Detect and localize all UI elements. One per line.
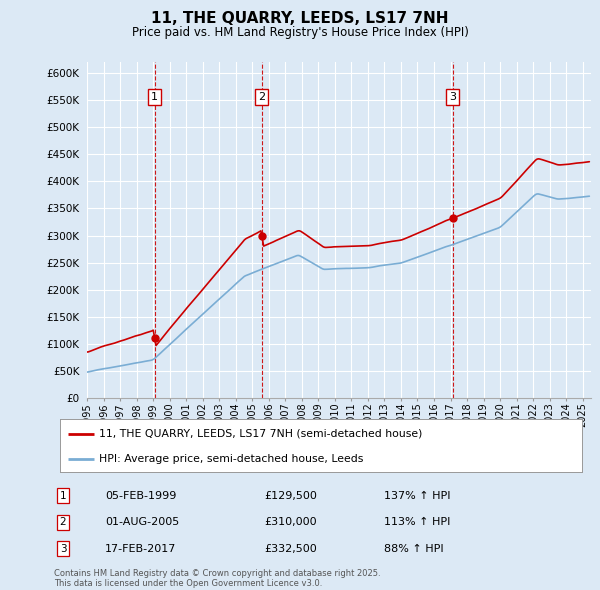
Text: 137% ↑ HPI: 137% ↑ HPI: [384, 491, 451, 500]
Text: 05-FEB-1999: 05-FEB-1999: [105, 491, 176, 500]
Text: Price paid vs. HM Land Registry's House Price Index (HPI): Price paid vs. HM Land Registry's House …: [131, 26, 469, 39]
Text: 1: 1: [59, 491, 67, 500]
Text: £332,500: £332,500: [264, 544, 317, 553]
Text: 1: 1: [151, 92, 158, 102]
Text: 113% ↑ HPI: 113% ↑ HPI: [384, 517, 451, 527]
Text: 01-AUG-2005: 01-AUG-2005: [105, 517, 179, 527]
Text: £129,500: £129,500: [264, 491, 317, 500]
Text: HPI: Average price, semi-detached house, Leeds: HPI: Average price, semi-detached house,…: [99, 454, 364, 464]
Text: 3: 3: [59, 544, 67, 553]
Text: 2: 2: [258, 92, 265, 102]
Text: Contains HM Land Registry data © Crown copyright and database right 2025.
This d: Contains HM Land Registry data © Crown c…: [54, 569, 380, 588]
Text: 3: 3: [449, 92, 456, 102]
Text: £310,000: £310,000: [264, 517, 317, 527]
Text: 88% ↑ HPI: 88% ↑ HPI: [384, 544, 443, 553]
Text: 11, THE QUARRY, LEEDS, LS17 7NH (semi-detached house): 11, THE QUARRY, LEEDS, LS17 7NH (semi-de…: [99, 429, 422, 439]
Text: 11, THE QUARRY, LEEDS, LS17 7NH: 11, THE QUARRY, LEEDS, LS17 7NH: [151, 11, 449, 25]
Text: 17-FEB-2017: 17-FEB-2017: [105, 544, 176, 553]
Text: 2: 2: [59, 517, 67, 527]
